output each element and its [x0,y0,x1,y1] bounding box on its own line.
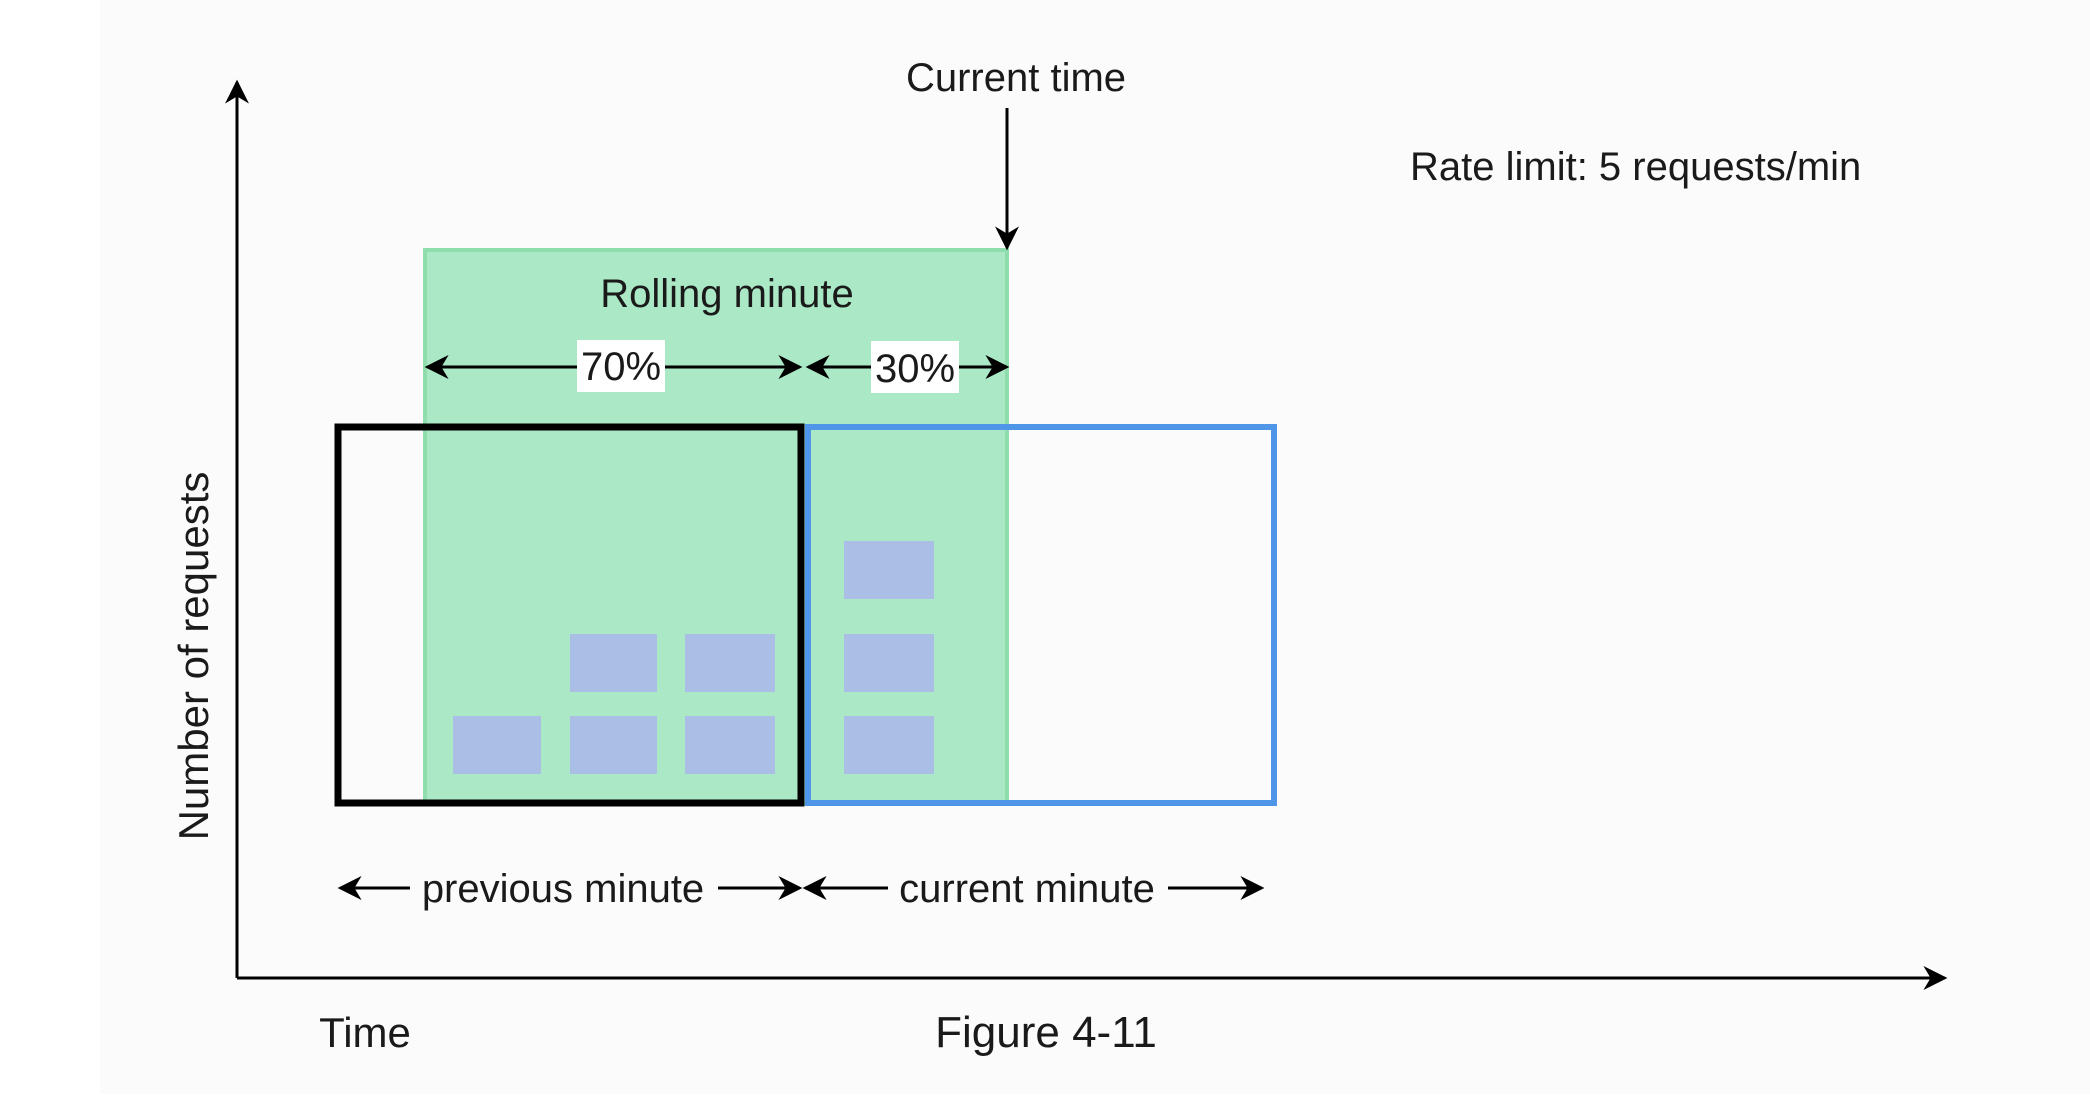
previous-share-label: 70% [581,345,661,389]
previous-minute-label-bg [410,866,718,910]
figure-caption: Figure 4-11 [935,1008,1157,1057]
previous-share-label-box [577,340,665,392]
previous-minute-label: previous minute [422,867,704,911]
rolling-minute-label: Rolling minute [600,272,853,316]
current-share-label-box [871,341,959,393]
previous-minute-window [334,423,805,807]
current-minute-label-bg [888,866,1168,910]
current-time-label: Current time [906,56,1126,100]
request-block [844,634,934,692]
current-minute-window [805,424,1277,806]
request-block [453,716,541,774]
request-block [685,634,775,692]
request-block [844,541,934,599]
request-block [570,716,657,774]
rate-limit-label: Rate limit: 5 requests/min [1410,145,1861,189]
request-block [844,716,934,774]
request-block [685,716,775,774]
previous-minute-requests [453,634,775,774]
current-share-label: 30% [875,347,955,391]
x-axis-label: Time [319,1009,411,1056]
y-axis-label: Number of requests [170,472,217,841]
request-block [570,634,657,692]
current-minute-requests [844,541,934,774]
current-minute-label: current minute [899,867,1155,911]
